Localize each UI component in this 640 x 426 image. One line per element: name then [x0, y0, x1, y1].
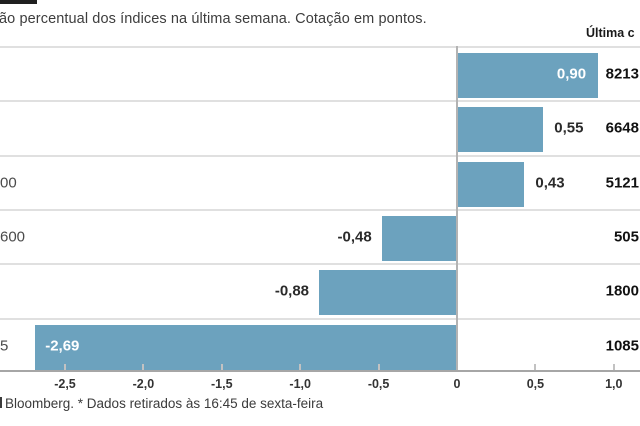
zero-axis-line: [456, 46, 458, 372]
bar-chart: 0,90 8213 0,55 6648 00 0,43 5121 600 -0,48 505 -0,…: [0, 46, 640, 391]
x-axis-tick-label: 1,0: [605, 377, 623, 391]
source-note: Bloomberg. * Dados retirados às 16:45 de…: [0, 396, 640, 411]
x-axis-tick: [534, 364, 537, 370]
x-axis-tick: [299, 364, 302, 370]
source-text: Bloomberg. * Dados retirados às 16:45 de…: [5, 396, 324, 411]
last-quote-value: 6648: [605, 119, 639, 137]
bar-value-label: -2,69: [45, 337, 80, 355]
last-quote-value: 505: [613, 228, 639, 246]
x-axis-tick: [377, 364, 380, 370]
bar-value-label: -0,88: [274, 282, 310, 300]
x-axis-tick: [64, 364, 66, 370]
bar-value-label: 0,43: [535, 174, 565, 192]
last-quote-value: 5121: [605, 174, 639, 192]
x-axis-tick-label: -2,0: [132, 377, 155, 391]
bar-value-label: 0,55: [554, 119, 584, 137]
bar: [381, 215, 457, 261]
x-axis-tick-label: -1,0: [289, 377, 311, 391]
bar-row: -0,88 1800: [0, 263, 640, 317]
bar-value-label: 0,90: [556, 65, 587, 83]
bar: [35, 324, 457, 370]
bar-row: 5 -2,69 1085: [0, 317, 640, 372]
x-axis-tick: [220, 364, 223, 370]
bar: [319, 270, 457, 316]
last-quote-value: 8213: [605, 65, 639, 83]
bar: [457, 53, 599, 98]
clipped-header-bar: [0, 0, 37, 4]
last-quote-value: 1800: [605, 282, 639, 300]
x-axis-tick: [142, 364, 145, 370]
chart-subtitle: ão percentual dos índices na última sema…: [0, 11, 427, 27]
x-axis-tick: [612, 364, 615, 370]
x-axis-tick-label: 0: [453, 377, 461, 391]
bar: [457, 107, 544, 153]
bar: [457, 161, 525, 207]
x-axis-tick-label: -0,5: [367, 377, 390, 391]
row-label: 5: [0, 337, 9, 355]
row-label: 600: [0, 228, 26, 246]
x-axis-tick-label: -2,5: [54, 377, 76, 391]
bar-row: 00 0,43 5121: [0, 154, 640, 209]
x-axis-tick-label: -1,5: [211, 377, 233, 391]
x-axis-line: [0, 370, 640, 372]
bar-row: 0,55 6648: [0, 100, 640, 154]
bar-value-label: -0,48: [337, 228, 372, 246]
bar-row: 0,90 8213: [0, 46, 640, 100]
last-quote-column-header: Última c: [586, 26, 635, 40]
clipped-glyph: [0, 397, 2, 408]
row-label: 00: [0, 174, 17, 192]
x-axis-tick-label: 0,5: [526, 377, 545, 391]
bar-row: 600 -0,48 505: [0, 208, 640, 263]
last-quote-value: 1085: [605, 337, 639, 355]
